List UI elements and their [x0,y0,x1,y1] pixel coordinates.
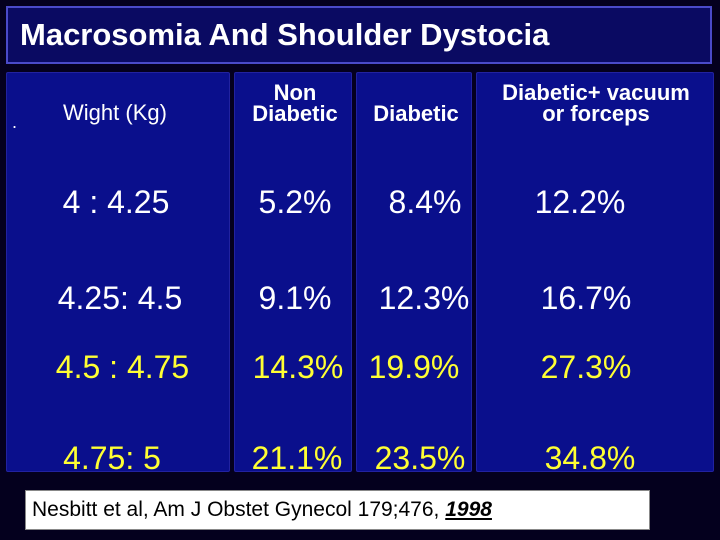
row4-vacuum: 34.8% [544,440,636,476]
citation-year: 1998 [445,498,492,521]
header-vacuum-line1: Diabetic+ vacuum [502,80,690,105]
row3-diabetic: 19.9% [368,349,460,385]
header-vacuum-line2: or forceps [542,101,650,126]
weight-column-panel [6,72,230,472]
header-weight: Wight (Kg) [63,100,167,125]
row4-diabetic: 23.5% [374,440,466,476]
header-non-diabetic-line1: Non [273,80,317,105]
row3-non-diabetic: 14.3% [252,349,344,385]
header-non-diabetic-line2: Diabetic [252,101,338,126]
row1-non-diabetic: 5.2% [258,184,332,220]
row2-diabetic: 12.3% [378,280,470,316]
row1-vacuum: 12.2% [534,184,626,220]
diabetic-column-panel [356,72,472,472]
bullet-marker: . [12,112,18,132]
row3-vacuum: 27.3% [540,349,632,385]
row4-weight: 4.75: 5 [63,440,161,476]
vacuum-column-panel [476,72,714,472]
non-diabetic-column-panel [234,72,352,472]
row3-weight: 4.5 : 4.75 [55,349,190,385]
row4-non-diabetic: 21.1% [251,440,343,476]
row2-non-diabetic: 9.1% [258,280,332,316]
citation-text: Nesbitt et al, Am J Obstet Gynecol 179;4… [32,498,446,521]
row1-diabetic: 8.4% [388,184,462,220]
header-vacuum: Diabetic+ vacuum or forceps [476,80,716,126]
row1-weight: 4 : 4.25 [62,184,170,220]
header-diabetic: Diabetic [373,101,459,126]
slide-title: Macrosomia And Shoulder Dystocia [6,6,712,64]
header-non-diabetic: Non Diabetic [236,80,354,126]
row2-vacuum: 16.7% [540,280,632,316]
row2-weight: 4.25: 4.5 [57,280,183,316]
citation-box: Nesbitt et al, Am J Obstet Gynecol 179;4… [25,490,650,530]
